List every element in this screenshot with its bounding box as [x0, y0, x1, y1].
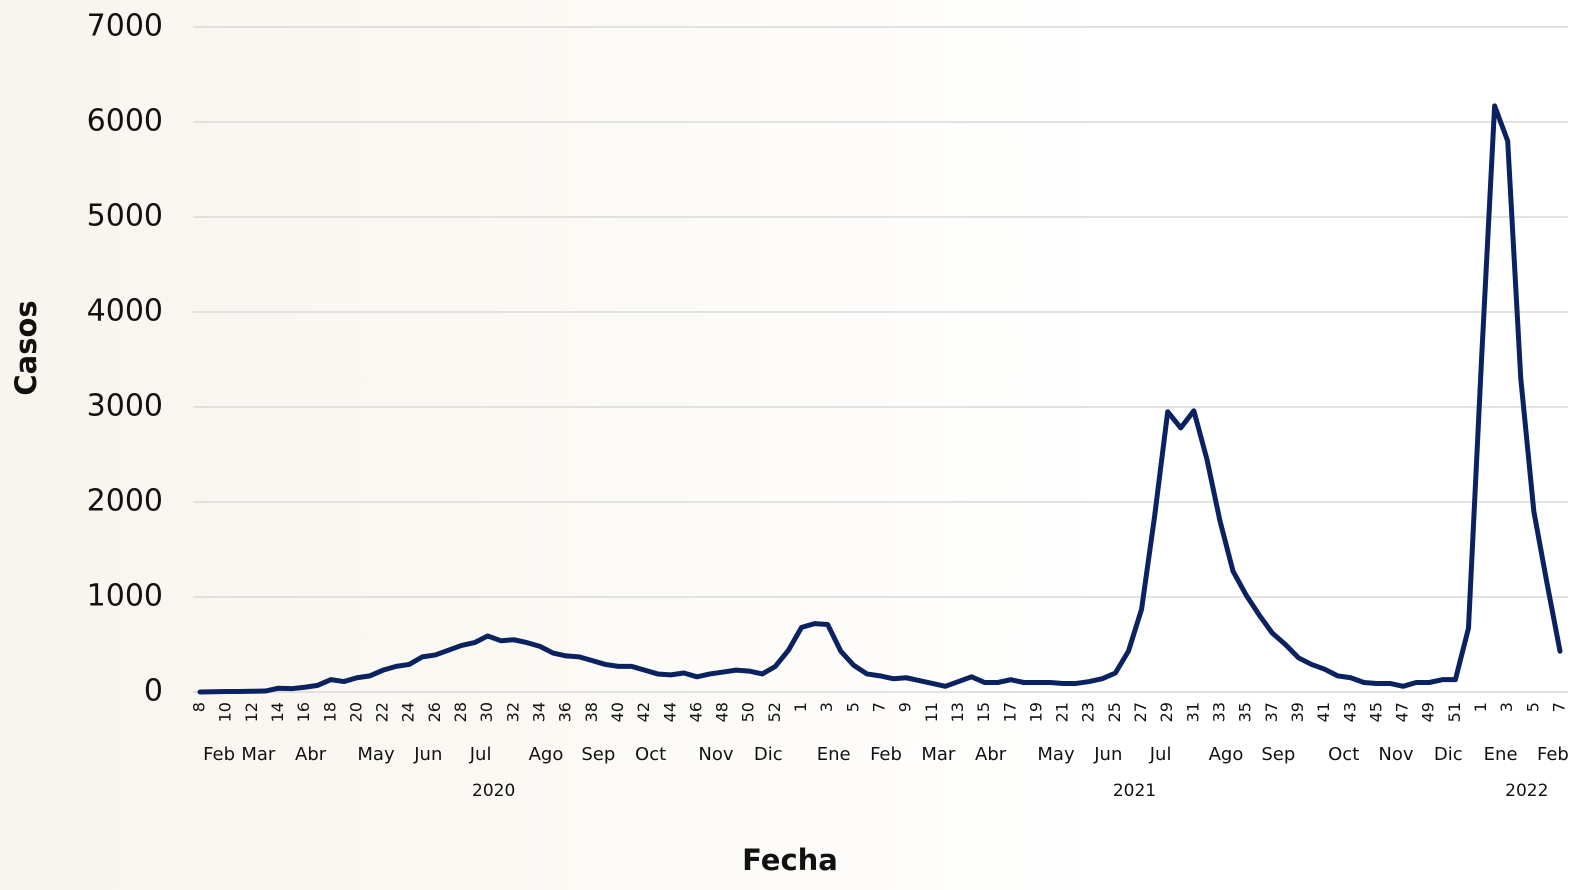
- year-label: 2021: [1113, 781, 1156, 801]
- x-tick-label: 3: [817, 702, 836, 712]
- x-tick-label: 14: [268, 702, 287, 722]
- y-tick-label: 0: [144, 674, 163, 709]
- month-label: May: [1037, 744, 1075, 765]
- x-tick-label: 39: [1288, 702, 1307, 722]
- x-tick-label: 30: [477, 702, 496, 722]
- x-tick-label: 23: [1079, 702, 1098, 722]
- x-tick-label: 29: [1157, 702, 1176, 722]
- x-tick-label: 45: [1366, 702, 1385, 722]
- month-label: Sep: [1261, 744, 1295, 765]
- x-tick-label: 25: [1105, 702, 1124, 722]
- x-tick-label: 5: [1523, 702, 1542, 712]
- month-label: Jul: [469, 744, 492, 765]
- x-tick-label: 44: [660, 702, 679, 722]
- month-label: Mar: [241, 744, 276, 765]
- x-tick-label: 38: [582, 702, 601, 722]
- x-tick-label: 20: [346, 702, 365, 722]
- x-tick-label: 46: [686, 702, 705, 722]
- y-tick-label: 5000: [87, 199, 163, 234]
- x-tick-label: 10: [216, 702, 235, 722]
- y-tick-label: 7000: [87, 9, 163, 44]
- month-label: Nov: [1378, 744, 1413, 765]
- x-tick-label: 31: [1183, 702, 1202, 722]
- y-axis-label: Casos: [9, 300, 43, 395]
- year-label: 2022: [1505, 781, 1548, 801]
- x-tick-label: 51: [1445, 702, 1464, 722]
- month-label: Feb: [1537, 744, 1569, 765]
- x-tick-label: 16: [294, 702, 313, 722]
- y-tick-label: 2000: [87, 484, 163, 519]
- month-label: Oct: [635, 744, 666, 765]
- x-tick-label: 1: [791, 702, 810, 712]
- x-tick-label: 42: [634, 702, 653, 722]
- x-tick-label: 47: [1393, 702, 1412, 722]
- x-tick-label: 22: [373, 702, 392, 722]
- month-label: Mar: [921, 744, 956, 765]
- x-tick-label: 8: [190, 702, 209, 712]
- month-label: Abr: [295, 744, 327, 765]
- month-label: Nov: [698, 744, 733, 765]
- month-label: Dic: [1434, 744, 1463, 765]
- x-tick-label: 41: [1314, 702, 1333, 722]
- x-tick-label: 33: [1210, 702, 1229, 722]
- x-tick-label: 1: [1471, 702, 1490, 712]
- x-tick-label: 21: [1053, 702, 1072, 722]
- year-label: 2020: [472, 781, 515, 801]
- x-tick-label: 7: [870, 702, 889, 712]
- x-tick-label: 24: [399, 702, 418, 722]
- y-tick-label: 4000: [87, 294, 163, 329]
- x-axis-label: Fecha: [742, 843, 838, 877]
- line-series: [197, 103, 1563, 695]
- x-tick-label: 9: [896, 702, 915, 712]
- month-label: Dic: [754, 744, 783, 765]
- x-tick-label: 5: [843, 702, 862, 712]
- month-label: Ene: [1484, 744, 1518, 765]
- month-label: Oct: [1328, 744, 1359, 765]
- month-label: Feb: [203, 744, 235, 765]
- month-label: Jun: [413, 744, 442, 765]
- x-tick-label: 15: [974, 702, 993, 722]
- x-tick-label: 7: [1550, 702, 1569, 712]
- x-tick-label: 43: [1340, 702, 1359, 722]
- x-tick-label: 12: [242, 702, 261, 722]
- x-tick-label: 17: [1000, 702, 1019, 722]
- x-tick-label: 3: [1497, 702, 1516, 712]
- x-tick-label: 19: [1026, 702, 1045, 722]
- x-tick-label: 35: [1236, 702, 1255, 722]
- x-tick-label: 37: [1262, 702, 1281, 722]
- month-label: May: [357, 744, 395, 765]
- month-label: Ago: [1209, 744, 1244, 765]
- x-tick-label: 52: [765, 702, 784, 722]
- month-label: Feb: [870, 744, 902, 765]
- month-label: Sep: [581, 744, 615, 765]
- month-label: Abr: [975, 744, 1007, 765]
- y-tick-label: 6000: [87, 104, 163, 139]
- x-tick-label: 11: [922, 702, 941, 722]
- month-label: Ene: [817, 744, 851, 765]
- x-tick-label: 34: [530, 702, 549, 722]
- x-tick-label: 26: [425, 702, 444, 722]
- x-tick-label: 49: [1419, 702, 1438, 722]
- x-tick-label: 50: [739, 702, 758, 722]
- month-label: Ago: [529, 744, 564, 765]
- x-tick-label: 36: [556, 702, 575, 722]
- x-tick-label: 27: [1131, 702, 1150, 722]
- y-tick-label: 3000: [87, 389, 163, 424]
- month-label: Jul: [1149, 744, 1172, 765]
- y-tick-label: 1000: [87, 579, 163, 614]
- x-tick-label: 40: [608, 702, 627, 722]
- x-tick-label: 32: [503, 702, 522, 722]
- month-label: Jun: [1093, 744, 1122, 765]
- x-tick-label: 48: [713, 702, 732, 722]
- x-tick-label: 28: [451, 702, 470, 722]
- x-tick-label: 18: [320, 702, 339, 722]
- x-tick-label: 13: [948, 702, 967, 722]
